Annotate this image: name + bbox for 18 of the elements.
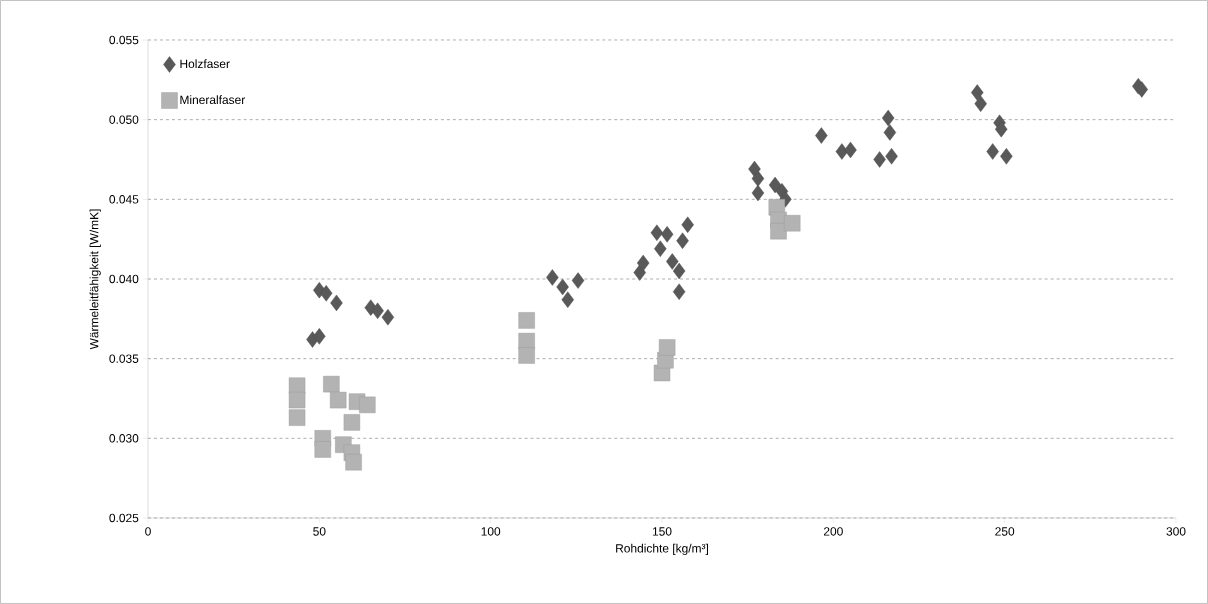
legend-label: Mineralfaser [180, 95, 246, 105]
y-tick-label: 0.045 [109, 195, 139, 204]
x-tick-label: 250 [995, 527, 1015, 536]
x-tick-label: 300 [1166, 527, 1186, 536]
x-tick-label: 200 [823, 527, 843, 536]
y-tick-label: 0.050 [109, 115, 139, 124]
x-tick-label: 100 [481, 527, 501, 536]
y-tick-label: 0.040 [109, 274, 139, 284]
x-axis-title: Rohdichte [kg/m³] [616, 543, 708, 555]
x-tick-label: 0 [145, 527, 151, 536]
legend-label: Holzfaser [180, 59, 230, 69]
y-tick-label: 0.030 [109, 434, 139, 443]
y-tick-label: 0.025 [109, 513, 139, 523]
x-tick-label: 50 [313, 527, 326, 536]
y-tick-label: 0.035 [109, 354, 139, 363]
y-tick-label: 0.055 [109, 35, 139, 45]
y-axis-title: Wärmeleitfähigkeit [W/mK] [89, 209, 101, 350]
x-tick-label: 150 [652, 527, 672, 536]
